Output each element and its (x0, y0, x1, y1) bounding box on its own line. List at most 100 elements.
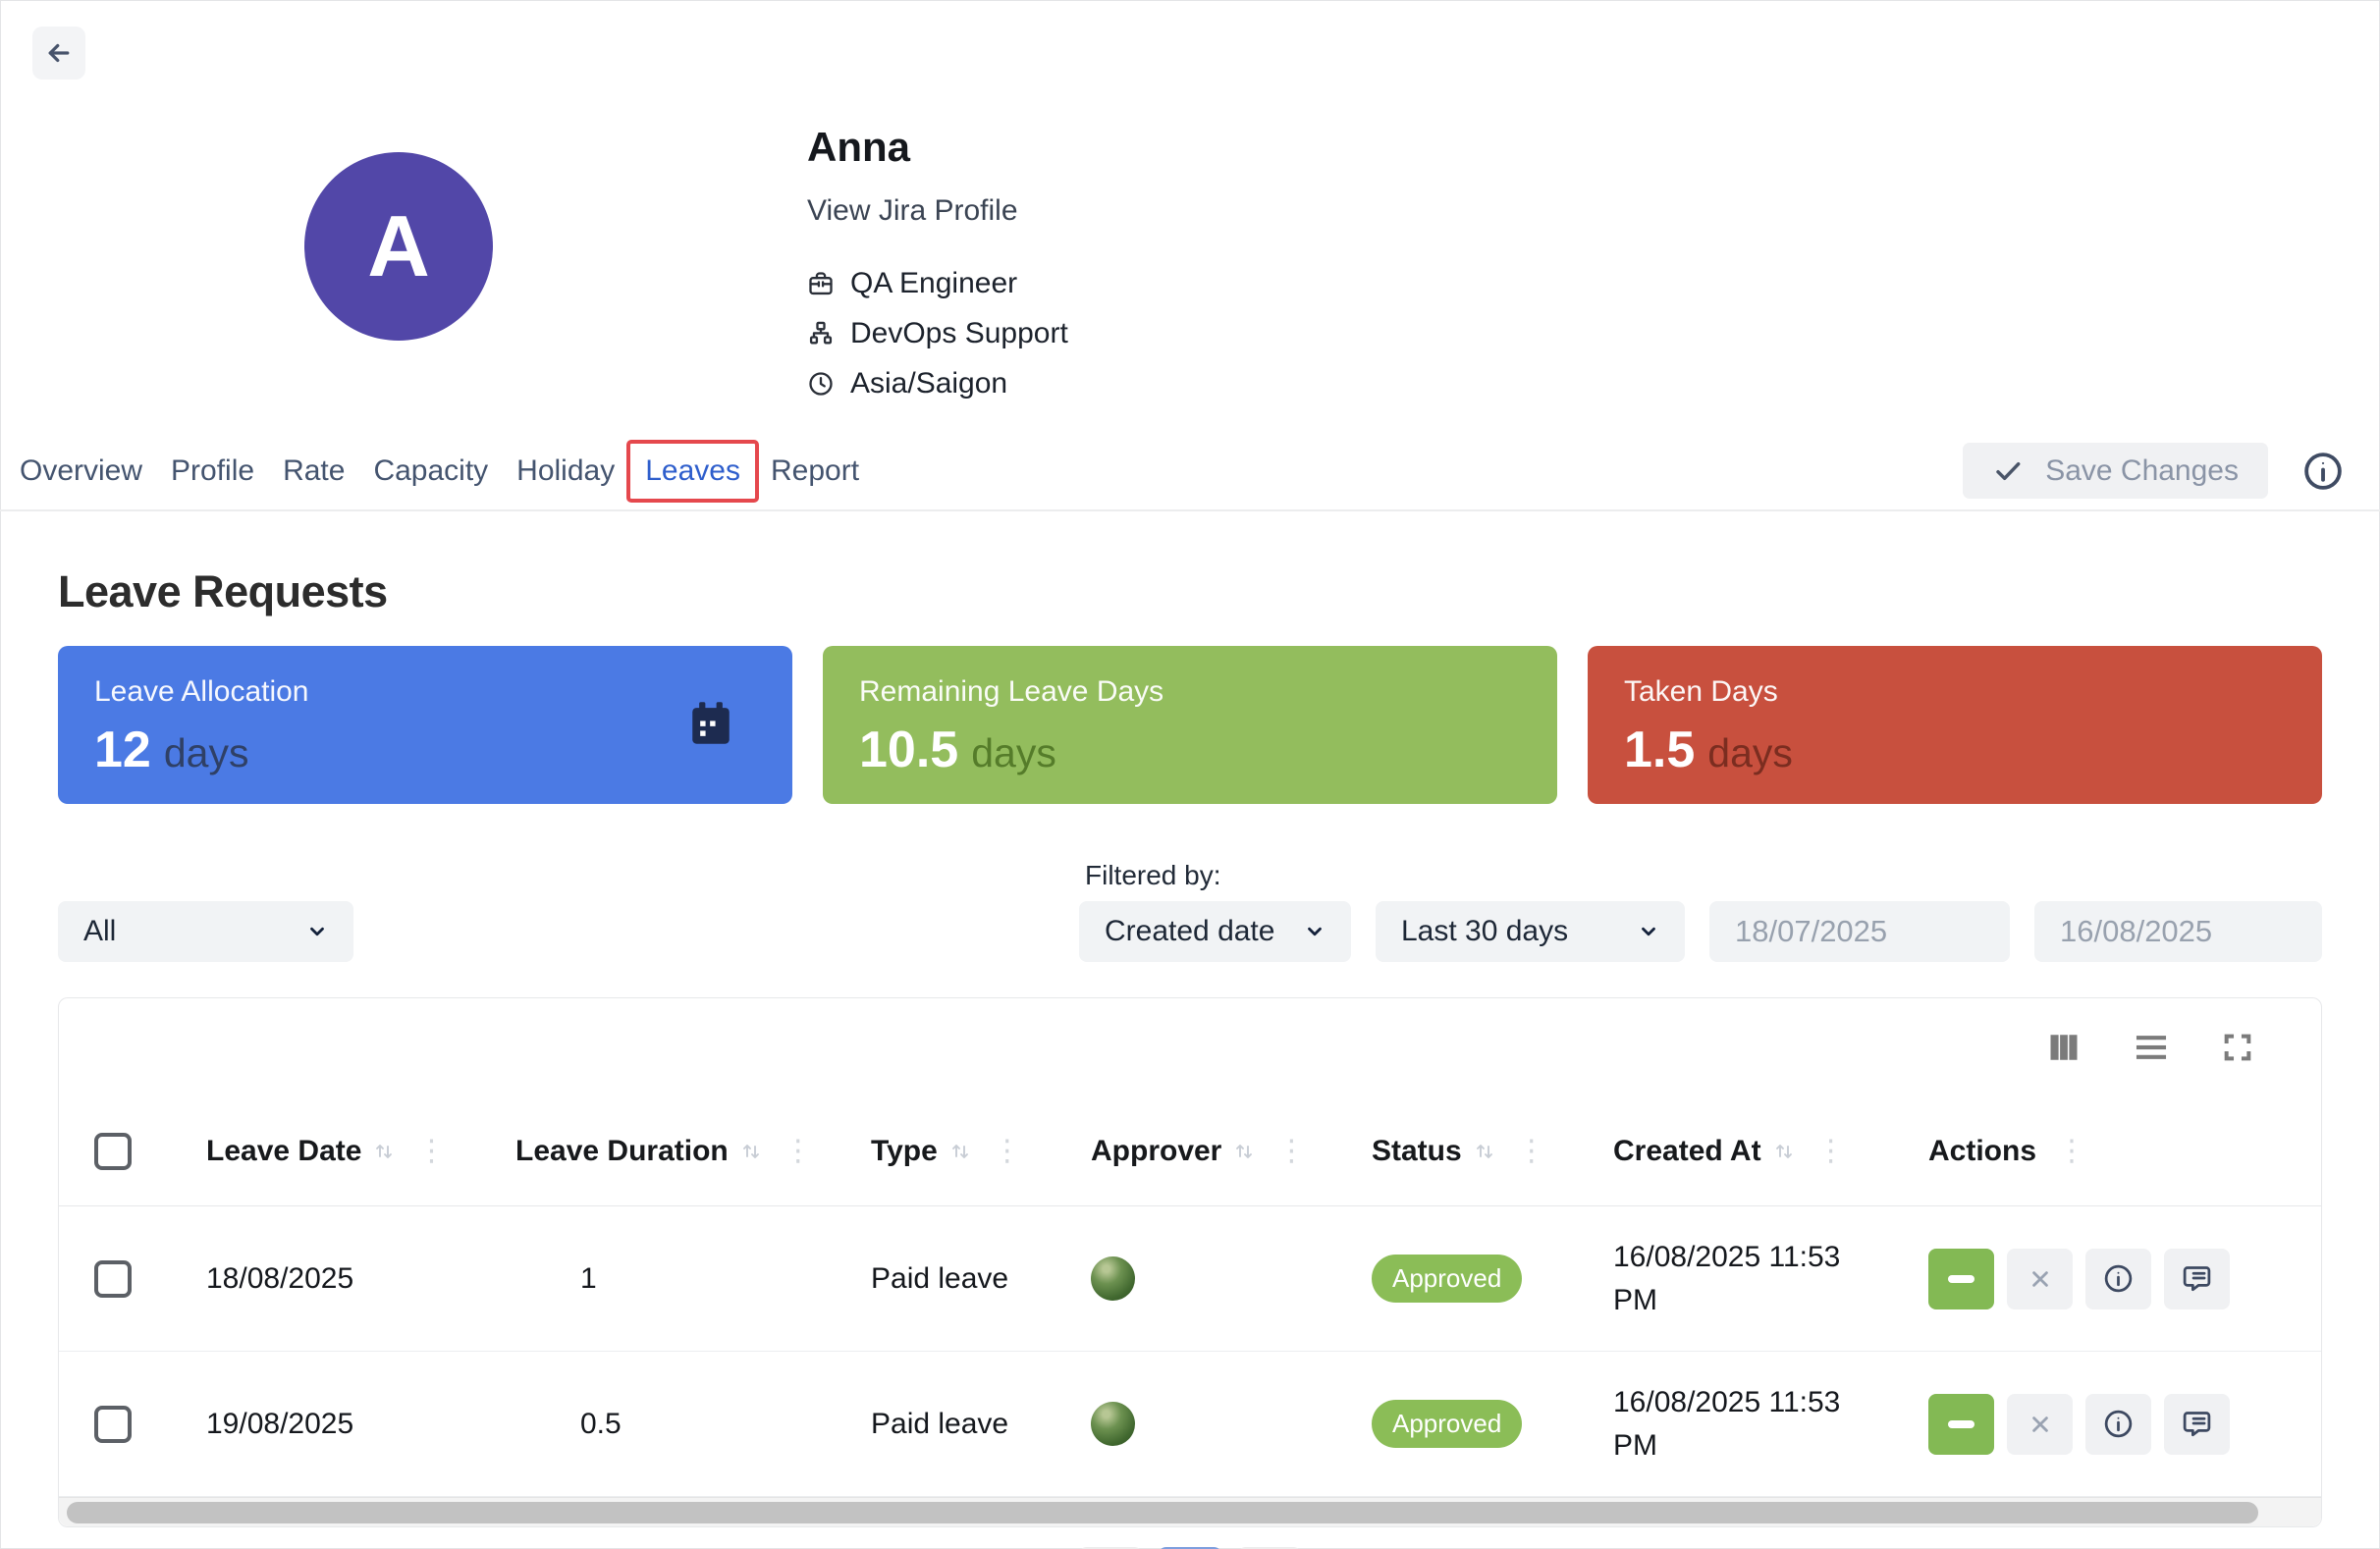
tab-rate[interactable]: Rate (283, 454, 346, 487)
stat-card-taken-days: Taken Days 1.5 days (1588, 646, 2322, 804)
scrollbar-thumb[interactable] (67, 1502, 2258, 1523)
status-badge: Approved (1372, 1400, 1523, 1448)
reject-action-button[interactable] (2007, 1248, 2073, 1309)
arrow-left-icon (44, 38, 74, 68)
row-actions (1928, 1393, 2321, 1455)
stat-label: Leave Allocation (94, 675, 309, 708)
minus-icon (1948, 1274, 1974, 1283)
row-density-icon[interactable] (2133, 1029, 2170, 1066)
details-action-button[interactable] (2085, 1393, 2151, 1455)
row-checkbox[interactable] (94, 1405, 132, 1443)
created-at-cell: 16/08/2025 11:53 PM (1613, 1241, 1841, 1316)
save-changes-button[interactable]: Save Changes (1963, 443, 2268, 499)
column-menu-icon[interactable]: ⋮ (416, 1134, 447, 1167)
details-action-button[interactable] (2085, 1248, 2151, 1309)
profile-info: Anna View Jira Profile QA Engineer DevOp… (807, 124, 1068, 401)
info-icon (2102, 1262, 2135, 1295)
column-menu-icon[interactable]: ⋮ (783, 1134, 813, 1167)
leave-type-cell: Paid leave (871, 1407, 1009, 1440)
stat-card-remaining-days: Remaining Leave Days 10.5 days (823, 646, 1557, 804)
comment-action-button[interactable] (2164, 1393, 2230, 1455)
column-header-type: Type ⋮ (871, 1134, 1022, 1167)
reject-action-button[interactable] (2007, 1393, 2073, 1455)
stat-value: 10.5 (859, 721, 959, 778)
date-range-select[interactable]: Last 30 days (1376, 901, 1685, 962)
save-changes-label: Save Changes (2045, 454, 2239, 487)
approver-avatar[interactable] (1091, 1256, 1135, 1301)
select-all-checkbox[interactable] (94, 1132, 132, 1170)
stat-value: 1.5 (1624, 721, 1696, 778)
stat-value: 12 (94, 721, 151, 778)
columns-icon[interactable] (2046, 1030, 2082, 1065)
approver-avatar[interactable] (1091, 1402, 1135, 1446)
stat-unit: days (163, 730, 249, 775)
tab-report[interactable]: Report (770, 454, 860, 487)
column-header-leave-duration: Leave Duration ⋮ (515, 1134, 813, 1167)
stat-card-leave-allocation: Leave Allocation 12 days (58, 646, 792, 804)
back-button[interactable] (32, 27, 85, 80)
table-toolbar (59, 998, 2321, 1096)
column-menu-icon[interactable]: ⋮ (2057, 1134, 2087, 1167)
stat-label: Taken Days (1624, 675, 1778, 708)
profile-name: Anna (807, 124, 910, 170)
filters-row: All Filtered by: Created date Last 30 da… (58, 860, 2322, 962)
filter-field-select-value: Created date (1105, 915, 1275, 947)
leave-duration-cell: 1 (580, 1261, 597, 1295)
sort-icon[interactable] (1473, 1140, 1496, 1163)
sort-icon[interactable] (739, 1140, 763, 1163)
stat-label: Remaining Leave Days (859, 675, 1164, 708)
status-badge: Approved (1372, 1255, 1523, 1303)
filter-field-select[interactable]: Created date (1079, 901, 1351, 962)
chevron-down-icon (1638, 921, 1659, 942)
leave-duration-cell: 0.5 (580, 1407, 622, 1440)
date-from-input[interactable] (1709, 901, 2010, 962)
column-menu-icon[interactable]: ⋮ (1516, 1134, 1546, 1167)
clock-icon (807, 370, 835, 398)
tab-capacity[interactable]: Capacity (373, 454, 489, 487)
sort-icon[interactable] (1772, 1140, 1796, 1163)
date-range-select-value: Last 30 days (1401, 915, 1569, 947)
info-icon[interactable] (2301, 450, 2345, 493)
comment-action-button[interactable] (2164, 1248, 2230, 1309)
tab-overview[interactable]: Overview (20, 454, 143, 487)
column-header-approver: Approver ⋮ (1091, 1134, 1307, 1167)
filtered-by-label: Filtered by: (1085, 860, 1221, 890)
tab-holiday[interactable]: Holiday (516, 454, 616, 487)
pagination: 1 (58, 1547, 2322, 1549)
stat-unit: days (971, 730, 1056, 775)
page-title: Leave Requests (58, 566, 388, 616)
approve-action-button[interactable] (1928, 1248, 1994, 1309)
column-header-status: Status ⋮ (1372, 1134, 1546, 1167)
table-row: 18/08/2025 1 Paid leave Approved 16/08/2… (59, 1206, 2321, 1352)
table-header-row: Leave Date ⋮ Leave Duration ⋮ Type ⋮ App… (59, 1096, 2321, 1206)
x-icon (2027, 1265, 2054, 1293)
comment-icon (2181, 1262, 2213, 1295)
stats-row: Leave Allocation 12 days Remaining Leave… (58, 646, 2322, 804)
leave-type-select-value: All (83, 915, 117, 947)
date-to-input[interactable] (2034, 901, 2322, 962)
avatar-initial: A (367, 197, 430, 294)
leave-requests-table: Leave Date ⋮ Leave Duration ⋮ Type ⋮ App… (58, 997, 2322, 1527)
stat-unit: days (1707, 730, 1793, 775)
tab-profile[interactable]: Profile (171, 454, 255, 487)
x-icon (2027, 1411, 2054, 1438)
column-header-actions: Actions ⋮ (1928, 1134, 2087, 1167)
tab-leaves[interactable]: Leaves (626, 439, 759, 503)
column-menu-icon[interactable]: ⋮ (1276, 1134, 1307, 1167)
column-menu-icon[interactable]: ⋮ (1815, 1134, 1846, 1167)
leave-type-select[interactable]: All (58, 901, 353, 962)
team-row: DevOps Support (807, 317, 1068, 350)
check-icon (1992, 455, 2024, 487)
comment-icon (2181, 1408, 2213, 1440)
team-name: DevOps Support (850, 317, 1068, 349)
approve-action-button[interactable] (1928, 1393, 1994, 1455)
sort-icon[interactable] (1232, 1140, 1256, 1163)
fullscreen-icon[interactable] (2221, 1031, 2254, 1064)
column-menu-icon[interactable]: ⋮ (992, 1134, 1022, 1167)
sort-icon[interactable] (372, 1140, 396, 1163)
leave-date-cell: 18/08/2025 (206, 1261, 354, 1295)
info-icon (2102, 1408, 2135, 1440)
jira-profile-link[interactable]: View Jira Profile (807, 194, 1018, 227)
sort-icon[interactable] (948, 1140, 972, 1163)
row-checkbox[interactable] (94, 1259, 132, 1298)
